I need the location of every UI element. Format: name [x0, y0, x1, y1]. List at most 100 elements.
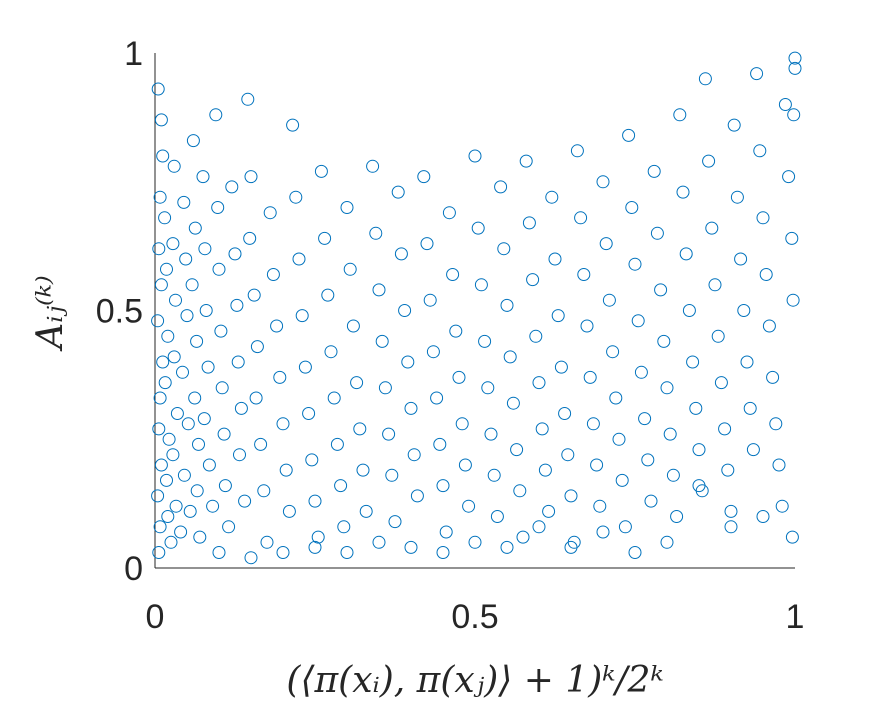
- data-point: [727, 118, 741, 132]
- data-point: [650, 226, 664, 240]
- data-point: [442, 206, 456, 220]
- data-point: [151, 82, 165, 96]
- data-point: [161, 510, 175, 523]
- data-point: [212, 546, 226, 559]
- data-point: [670, 510, 684, 523]
- data-point: [266, 268, 280, 281]
- data-point: [276, 546, 290, 559]
- data-point: [270, 319, 284, 333]
- data-point: [391, 185, 405, 199]
- data-point: [423, 293, 437, 307]
- data-point: [711, 329, 725, 343]
- data-point: [176, 365, 189, 379]
- data-point: [369, 226, 383, 240]
- data-point: [787, 108, 801, 122]
- data-point: [750, 67, 764, 81]
- data-point: [743, 401, 757, 415]
- data-point: [705, 221, 719, 235]
- data-point: [439, 525, 453, 539]
- data-point: [558, 407, 572, 420]
- data-point: [289, 190, 303, 204]
- data-point: [538, 463, 552, 477]
- data-point: [561, 448, 575, 462]
- data-point: [474, 278, 488, 292]
- data-point: [500, 298, 514, 312]
- data-point: [372, 283, 386, 297]
- data-point: [542, 504, 556, 518]
- data-point: [321, 288, 335, 302]
- data-point: [644, 494, 658, 508]
- data-point: [554, 360, 568, 374]
- data-points: [151, 51, 802, 565]
- data-point: [378, 381, 392, 395]
- data-point: [586, 417, 600, 431]
- data-point: [478, 334, 492, 348]
- data-point: [388, 515, 402, 529]
- data-point: [152, 546, 166, 559]
- y-tick-label: 1: [124, 35, 143, 73]
- data-point: [244, 551, 258, 565]
- data-point: [593, 499, 607, 513]
- data-point: [746, 443, 760, 457]
- data-point: [164, 535, 178, 549]
- data-point: [197, 412, 211, 426]
- data-point: [590, 458, 604, 472]
- data-point: [564, 489, 578, 503]
- data-point: [407, 448, 421, 462]
- x-tick-label: 1: [786, 598, 805, 636]
- data-point: [570, 144, 584, 158]
- data-point: [177, 195, 191, 209]
- y-tick-label: 0: [124, 550, 143, 588]
- data-point: [410, 489, 424, 503]
- data-point: [775, 499, 789, 513]
- data-point: [766, 370, 780, 384]
- data-point: [152, 422, 166, 436]
- data-point: [577, 268, 591, 281]
- data-point: [532, 376, 546, 390]
- data-point: [199, 304, 213, 317]
- data-point: [660, 535, 674, 549]
- data-point: [676, 185, 690, 199]
- data-point: [160, 262, 173, 276]
- data-point: [788, 61, 802, 75]
- data-point: [311, 530, 325, 544]
- data-point: [641, 453, 655, 467]
- data-point: [458, 458, 472, 472]
- data-point: [494, 180, 508, 194]
- data-point: [174, 525, 188, 539]
- data-point: [583, 370, 597, 384]
- data-point: [596, 525, 610, 539]
- data-point: [340, 201, 354, 214]
- data-point: [647, 164, 661, 178]
- data-point: [545, 190, 559, 204]
- data-point: [679, 247, 693, 261]
- data-point: [167, 159, 181, 173]
- data-point: [190, 334, 204, 348]
- data-point: [302, 407, 316, 420]
- data-point: [721, 463, 735, 477]
- data-point: [179, 252, 193, 266]
- data-point: [340, 546, 354, 559]
- data-point: [510, 443, 524, 457]
- data-point: [446, 268, 460, 281]
- data-point: [185, 278, 199, 292]
- data-point: [436, 546, 450, 559]
- data-point: [599, 237, 613, 251]
- data-point: [346, 319, 360, 333]
- data-point: [375, 334, 389, 348]
- data-point: [276, 417, 290, 431]
- data-point: [254, 437, 268, 451]
- data-point: [631, 314, 645, 328]
- data-point: [188, 391, 202, 405]
- data-point: [330, 437, 344, 451]
- data-point: [638, 412, 652, 426]
- data-point: [225, 180, 239, 194]
- data-point: [529, 329, 543, 343]
- data-point: [756, 211, 770, 225]
- data-point: [513, 484, 527, 498]
- data-point: [156, 355, 170, 369]
- data-point: [152, 242, 166, 256]
- data-point: [785, 231, 799, 245]
- data-point: [487, 468, 501, 482]
